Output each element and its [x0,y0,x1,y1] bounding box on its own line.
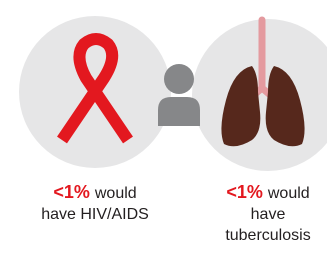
caption: have [251,206,286,223]
page: <1%would have HIV/AIDS <1%would have tub… [0,0,327,259]
caption: would [267,185,310,202]
stat: <1% [226,182,263,202]
caption: would [94,185,137,202]
right-caption-line1: <1%would [226,182,309,202]
infographic: <1%would have HIV/AIDS <1%would have tub… [0,0,327,259]
caption: tuberculosis [225,227,310,244]
left-caption-line1: <1%would [53,182,136,202]
stat: <1% [53,182,90,202]
caption: have HIV/AIDS [41,206,149,223]
